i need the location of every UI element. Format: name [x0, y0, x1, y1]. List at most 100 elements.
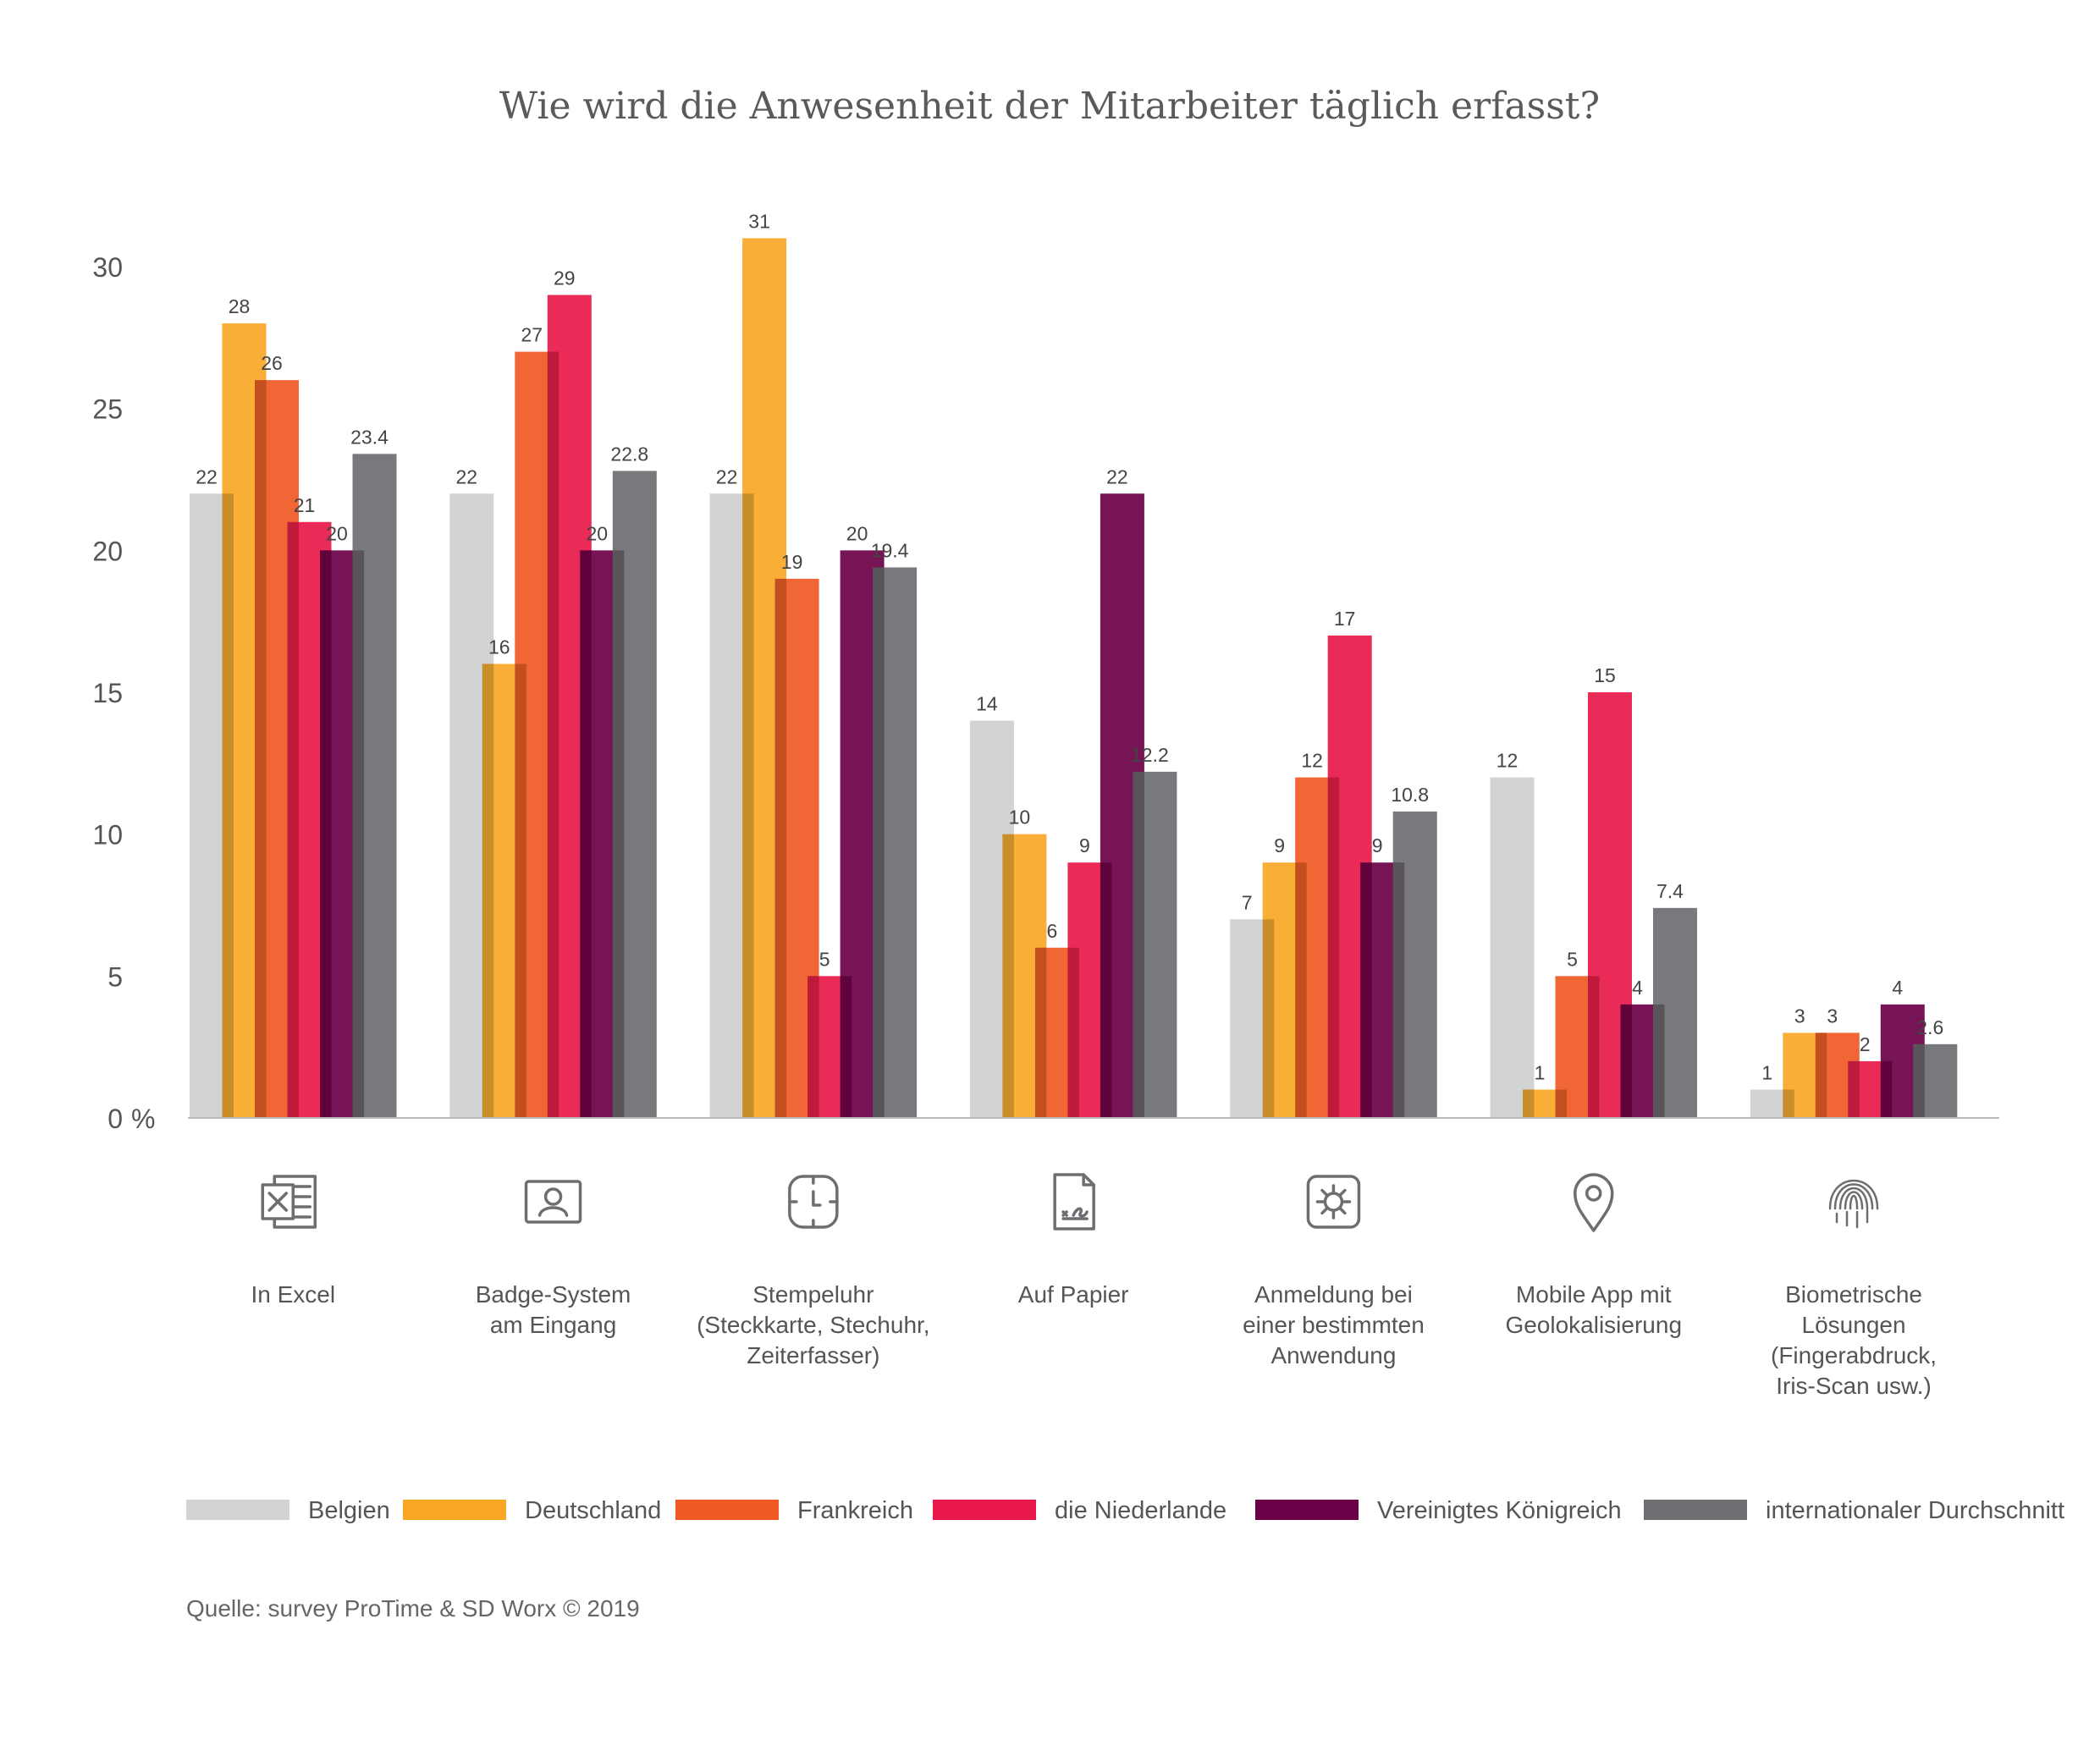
- category-icons: [261, 1173, 1879, 1232]
- bars: [190, 238, 1958, 1119]
- category-label: Mobile App mit Geolokalisierung: [1505, 1281, 1682, 1338]
- legend-swatch: [675, 1500, 779, 1520]
- legend-label: Frankreich: [797, 1497, 913, 1524]
- chart-title: Wie wird die Anwesenheit der Mitarbeiter…: [499, 85, 1600, 128]
- data-label: 22: [456, 465, 478, 487]
- data-label: 20: [326, 522, 348, 544]
- data-label: 12: [1301, 750, 1323, 772]
- bar-overlap: [1783, 1089, 1794, 1118]
- bar-overlap: [287, 521, 299, 1118]
- data-label: 9: [1079, 834, 1090, 856]
- bar-overlap: [1392, 862, 1405, 1118]
- bar: [1133, 771, 1177, 1118]
- data-label: 26: [261, 352, 283, 374]
- bar-overlap: [1555, 1089, 1567, 1118]
- legend-label: Belgien: [308, 1497, 390, 1524]
- data-label: 7.4: [1656, 880, 1684, 902]
- bar-overlap: [1295, 862, 1307, 1118]
- data-label: 23.4: [350, 426, 389, 448]
- bar: [873, 567, 918, 1118]
- data-label: 19: [781, 551, 803, 573]
- bar-overlap: [1327, 777, 1340, 1118]
- bar: [1653, 907, 1697, 1118]
- bar-overlap: [1002, 834, 1014, 1118]
- data-label: 20: [587, 522, 609, 544]
- data-label: 2.6: [1916, 1016, 1943, 1038]
- data-label: 9: [1372, 834, 1383, 856]
- bar-overlap: [1523, 1089, 1535, 1118]
- bar-overlap: [807, 976, 819, 1118]
- bar: [1913, 1043, 1958, 1118]
- data-label: 22: [716, 465, 738, 487]
- bar-overlap: [873, 567, 885, 1118]
- data-label: 28: [229, 295, 251, 317]
- data-label: 3: [1794, 1005, 1805, 1027]
- bar-overlap: [1848, 1060, 1860, 1118]
- legend-swatch: [1644, 1500, 1747, 1520]
- data-label: 17: [1334, 608, 1356, 630]
- category-label: Auf Papier: [1018, 1281, 1129, 1308]
- bar-overlap: [1588, 976, 1600, 1118]
- bar: [352, 454, 397, 1118]
- data-label: 3: [1827, 1005, 1838, 1027]
- legend-swatch: [186, 1500, 289, 1520]
- bar: [1490, 777, 1535, 1118]
- bar-overlap: [774, 578, 787, 1118]
- data-label: 1: [1535, 1061, 1546, 1083]
- bar-overlap: [1262, 919, 1275, 1118]
- bar-overlap: [1815, 1032, 1827, 1118]
- bar-overlap: [1067, 947, 1079, 1118]
- data-label: 22.8: [610, 443, 648, 465]
- data-label: 12: [1496, 750, 1519, 772]
- data-label: 2: [1860, 1033, 1871, 1055]
- bar-overlap: [1360, 862, 1372, 1118]
- data-label: 31: [748, 210, 770, 232]
- data-label: 10.8: [1391, 784, 1429, 806]
- bar-overlap: [1880, 1060, 1893, 1118]
- bar-overlap: [222, 493, 234, 1118]
- category-label: Anmeldung bei einer bestimmten Anwendung: [1243, 1281, 1425, 1368]
- bar-overlap: [482, 664, 494, 1118]
- excel-icon: [261, 1175, 317, 1229]
- paper-icon: [1053, 1173, 1095, 1231]
- data-label: 5: [819, 948, 830, 970]
- bar-overlap: [320, 550, 332, 1118]
- bar: [612, 471, 657, 1118]
- bar-overlap: [515, 664, 526, 1118]
- value-labels: 222826212023.4221627292022.822311952019.…: [196, 210, 1943, 1083]
- category-label: Badge-System am Eingang: [476, 1281, 631, 1338]
- bar-overlap: [1100, 862, 1112, 1118]
- fingerprint-icon: [1828, 1179, 1879, 1229]
- bar-overlap: [352, 550, 364, 1118]
- bar-overlap: [1913, 1043, 1925, 1118]
- y-tick-label: 15: [92, 678, 123, 708]
- bar: [1392, 811, 1437, 1118]
- category-labels: In Excel Badge-System am Eingang Stempeluhr…: [251, 1281, 1937, 1399]
- legend-swatch: [933, 1500, 1036, 1520]
- y-tick-label: 0: [107, 1104, 123, 1134]
- y-tick-label: 20: [92, 536, 123, 566]
- data-label: 10: [1009, 807, 1031, 829]
- data-label: 7: [1242, 891, 1253, 913]
- data-label: 22: [1106, 465, 1128, 487]
- location-pin-icon: [1574, 1173, 1614, 1232]
- data-label: 14: [976, 693, 998, 715]
- bar-overlap: [612, 550, 625, 1118]
- bar-overlap: [1653, 1004, 1665, 1118]
- y-axis: 0 5 10 15 20 25 30%: [92, 252, 155, 1134]
- bar-overlap: [840, 976, 852, 1118]
- category-label: Stempeluhr (Steckkarte, Stechuhr, Zeiterfa…: [697, 1281, 929, 1368]
- bar-overlap: [255, 380, 267, 1119]
- clock-icon: [788, 1175, 839, 1229]
- data-label: 20: [846, 522, 868, 544]
- data-label: 9: [1274, 834, 1285, 856]
- data-label: 12.2: [1131, 744, 1169, 766]
- y-tick-label: 30: [92, 252, 123, 283]
- legend-swatch: [1255, 1500, 1359, 1520]
- legend: Belgien Deutschland Frankreich die Niederla…: [186, 1497, 2064, 1524]
- gear-icon: [1306, 1175, 1361, 1229]
- legend-label: internationaler Durchschnitt: [1766, 1497, 2064, 1524]
- data-label: 22: [196, 465, 218, 487]
- bar-overlap: [1620, 1004, 1632, 1118]
- data-label: 15: [1594, 664, 1616, 686]
